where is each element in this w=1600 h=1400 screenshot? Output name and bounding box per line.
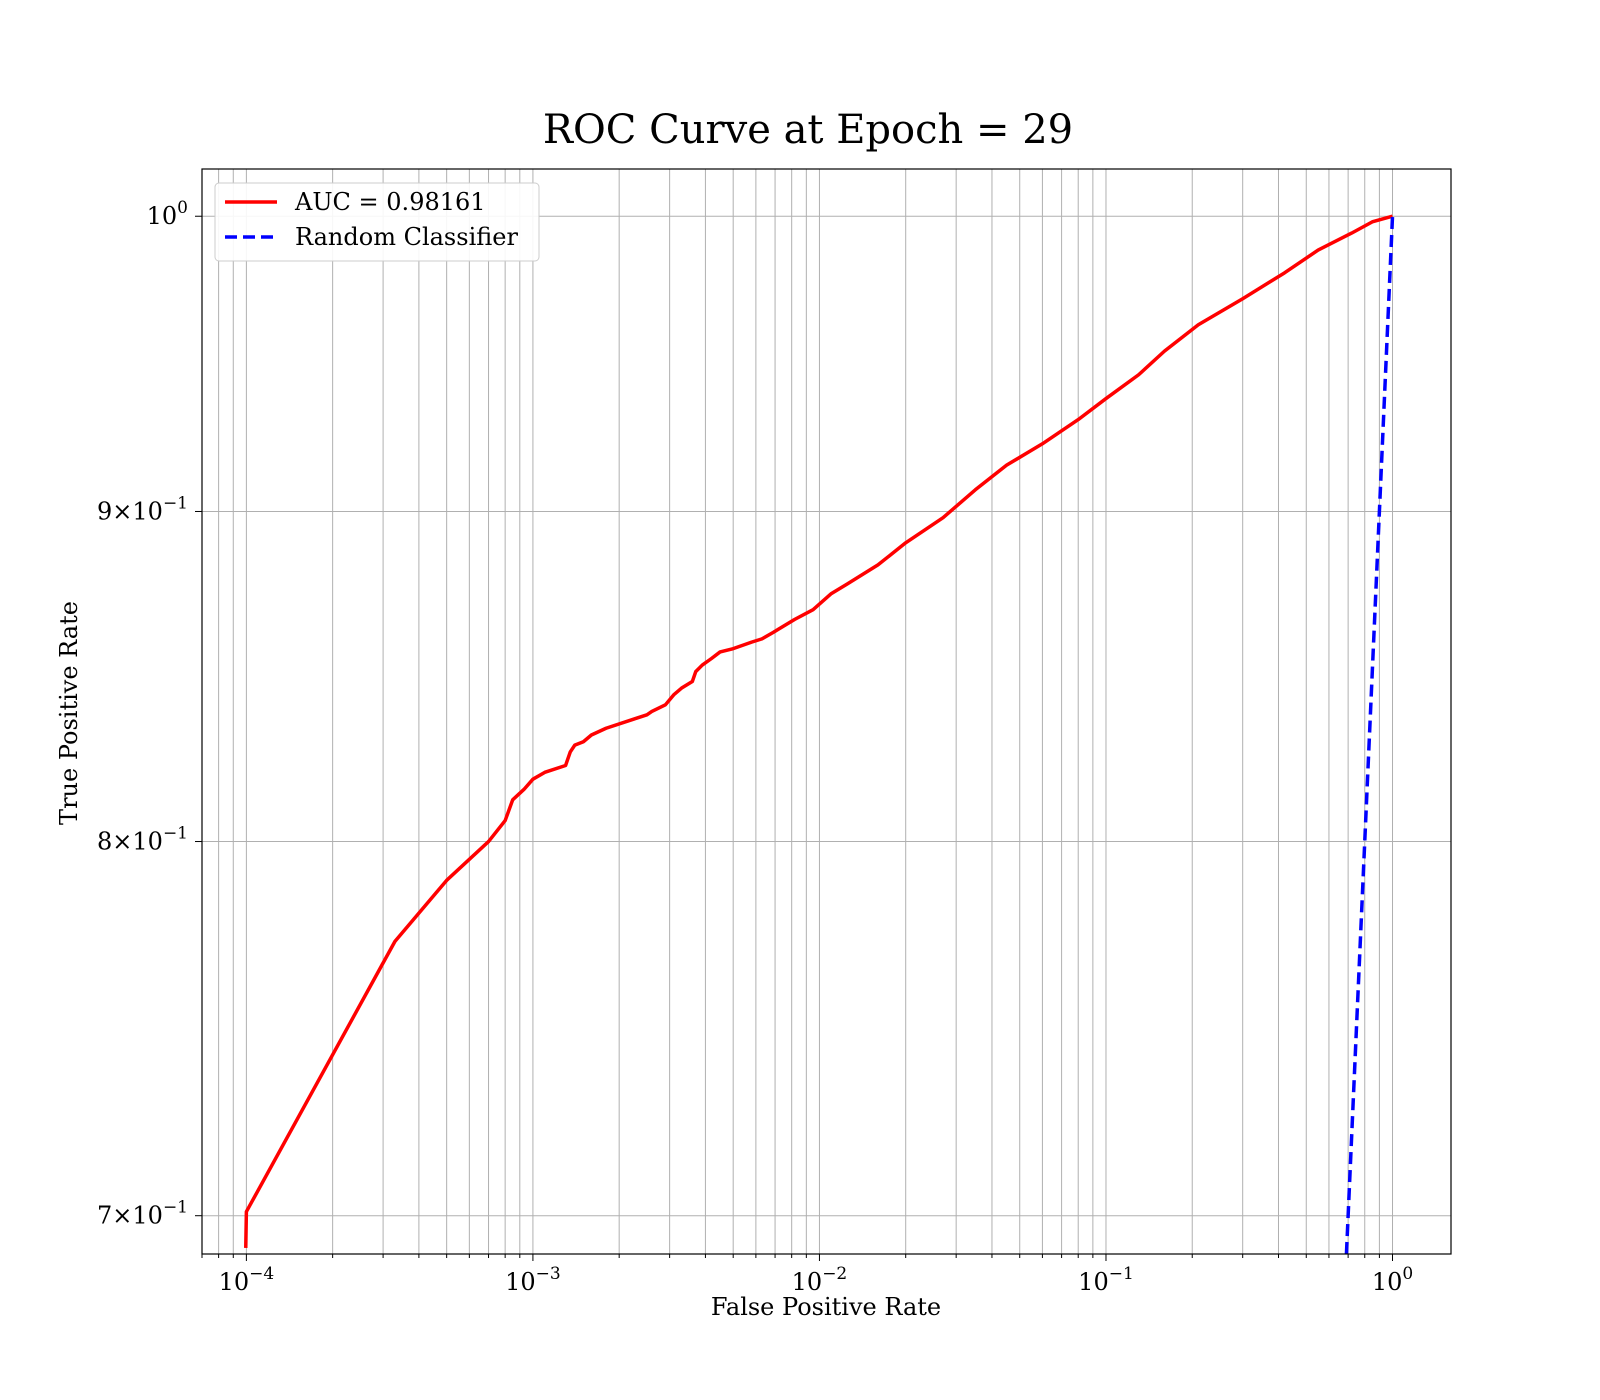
x-tick-label: 100 [1372, 1264, 1413, 1296]
y-tick-label: 8×10−1 [97, 824, 188, 856]
x-tick-label: 10−4 [219, 1264, 275, 1296]
y-tick-label: 9×10−1 [97, 493, 188, 525]
x-tick-label: 10−1 [1078, 1264, 1134, 1296]
legend: AUC = 0.98161 Random Classifier [214, 182, 540, 262]
series-line-auc [244, 214, 1393, 1248]
legend-box [214, 182, 540, 262]
series-line-random-classifier [1344, 216, 1395, 1255]
y-axis-ticks: 7×10−1 8×10−1 9×10−1 100 [97, 198, 202, 1230]
x-axis-label: False Positive Rate [711, 1293, 941, 1321]
legend-label-auc: AUC = 0.98161 [294, 188, 486, 216]
x-tick-label: 10−3 [505, 1264, 561, 1296]
chart-title: ROC Curve at Epoch = 29 [543, 107, 1073, 153]
y-tick-label: 100 [147, 198, 188, 230]
y-axis-label: True Positive Rate [55, 601, 83, 825]
plot-area-frame [201, 168, 1452, 1255]
x-tick-label: 10−2 [792, 1264, 848, 1296]
grid [201, 169, 1451, 1254]
plot-lines [244, 214, 1395, 1255]
x-axis-ticks: 10−4 10−3 10−2 10−1 100 [201, 1254, 1413, 1296]
y-tick-label: 7×10−1 [97, 1198, 188, 1230]
legend-label-random-classifier: Random Classifier [295, 223, 518, 251]
